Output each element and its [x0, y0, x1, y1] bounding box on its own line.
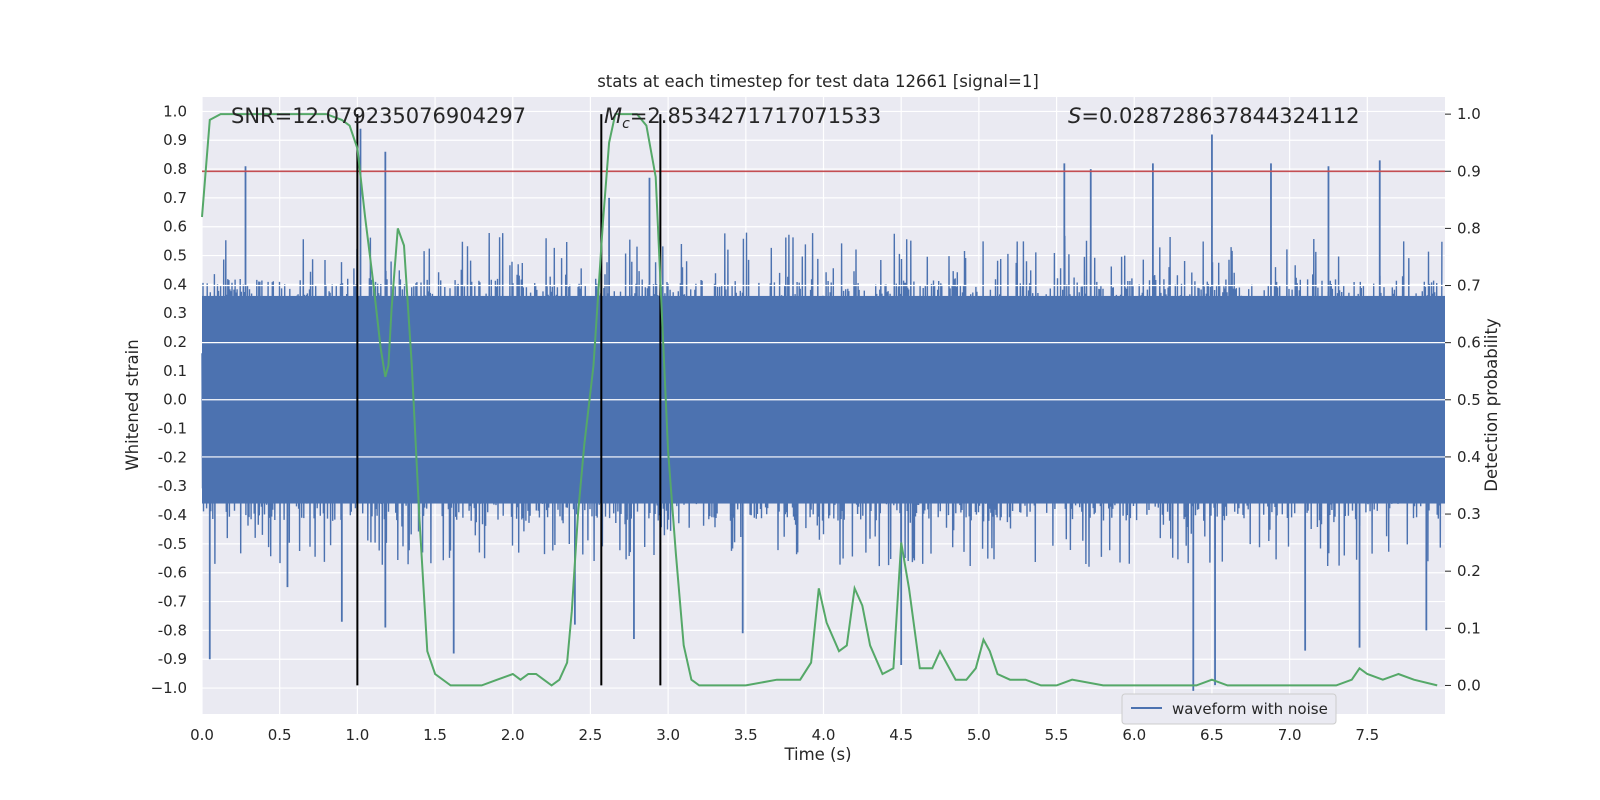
x-tick-label: 3.5 — [734, 726, 758, 744]
left-y-tick-label: -0.2 — [158, 448, 187, 466]
probability-series — [201, 113, 1438, 687]
legend-label: waveform with noise — [1172, 700, 1328, 718]
x-axis-label: Time (s) — [783, 745, 851, 764]
chirp-mass-symbol: M — [604, 104, 622, 128]
x-tick-label: 5.0 — [967, 726, 991, 744]
left-y-tick-label: -0.7 — [158, 593, 187, 611]
x-tick-label: 7.5 — [1355, 726, 1379, 744]
chirp-mass-value: =2.8534271717071533 — [630, 104, 881, 128]
x-tick-label: 2.0 — [501, 726, 525, 744]
x-tick-label: 6.0 — [1122, 726, 1146, 744]
left-y-tick-label: -0.8 — [158, 621, 187, 639]
x-tick-label: 4.5 — [889, 726, 913, 744]
right-y-tick-label: 0.5 — [1457, 391, 1481, 409]
right-y-tick-label: 0.1 — [1457, 619, 1481, 637]
left-y-tick-label: 0.0 — [163, 391, 187, 409]
right-y-axis-ticks: 1.0 0.9 0.8 0.7 0.6 0.5 0.4 0.3 0.2 0.1 0.0 — [1445, 105, 1481, 694]
x-axis-ticks: 0.0 0.5 1.0 1.5 2.0 2.5 3.0 3.5 4.0 4.5 5.0 5.5 6.0 6… — [190, 726, 1379, 744]
chirp-mass-subscript: c — [622, 116, 630, 132]
x-tick-label: 7.0 — [1278, 726, 1302, 744]
x-tick-label: 2.5 — [579, 726, 603, 744]
right-y-tick-label: 0.6 — [1457, 334, 1481, 352]
right-y-tick-label: 0.4 — [1457, 448, 1481, 466]
left-y-axis-ticks: 1.0 0.9 0.8 0.7 0.6 0.5 0.4 0.3 0.2 0.1 0.0 -0.1 -0.… — [151, 102, 187, 697]
left-y-tick-label: 0.6 — [163, 218, 187, 236]
left-y-tick-label: −1.0 — [151, 679, 187, 697]
probability-line — [201, 113, 1438, 687]
x-tick-label: 1.0 — [345, 726, 369, 744]
left-y-axis-label: Whitened strain — [123, 339, 142, 470]
x-tick-label: 4.0 — [812, 726, 836, 744]
left-y-tick-label: 1.0 — [163, 102, 187, 120]
right-y-tick-label: 1.0 — [1457, 105, 1481, 123]
left-y-tick-label: -0.3 — [158, 477, 187, 495]
left-y-tick-label: -0.1 — [158, 420, 187, 438]
left-y-tick-label: -0.6 — [158, 564, 187, 582]
left-y-tick-label: 0.2 — [163, 333, 187, 351]
left-y-tick-label: 0.4 — [163, 275, 187, 293]
left-y-tick-label: 0.5 — [163, 247, 187, 265]
right-y-tick-label: 0.8 — [1457, 219, 1481, 237]
left-y-tick-label: -0.9 — [158, 650, 187, 668]
right-y-tick-label: 0.9 — [1457, 162, 1481, 180]
x-tick-label: 0.0 — [190, 726, 214, 744]
left-y-tick-label: -0.4 — [158, 506, 187, 524]
vertical-markers — [356, 114, 662, 686]
right-y-tick-label: 0.7 — [1457, 277, 1481, 295]
right-y-axis-label: Detection probability — [1482, 318, 1501, 492]
left-y-tick-label: 0.9 — [163, 131, 187, 149]
x-tick-label: 5.5 — [1045, 726, 1069, 744]
left-y-tick-label: -0.5 — [158, 535, 187, 553]
s-annotation: S=0.028728637844324112 — [1068, 104, 1359, 128]
x-tick-label: 6.5 — [1200, 726, 1224, 744]
legend-box — [1121, 693, 1337, 725]
s-value: =0.028728637844324112 — [1081, 104, 1359, 128]
left-y-tick-label: 0.1 — [163, 362, 187, 380]
chart-title: stats at each timestep for test data 126… — [597, 72, 1039, 91]
x-tick-label: 1.5 — [423, 726, 447, 744]
x-tick-label: 3.0 — [656, 726, 680, 744]
waveform-band-lines — [202, 284, 1445, 458]
left-y-tick-label: 0.7 — [163, 189, 187, 207]
snr-annotation: SNR=12.079235076904297 — [231, 104, 526, 128]
right-y-tick-label: 0.2 — [1457, 562, 1481, 580]
chirp-mass-annotation: Mc=2.8534271717071533 — [604, 104, 881, 132]
legend: waveform with noise — [1121, 693, 1337, 725]
right-y-tick-label: 0.0 — [1457, 676, 1481, 694]
left-y-tick-label: 0.8 — [163, 160, 187, 178]
s-symbol: S — [1068, 104, 1081, 128]
x-tick-label: 0.5 — [268, 726, 292, 744]
left-y-tick-label: 0.3 — [163, 304, 187, 322]
right-y-tick-label: 0.3 — [1457, 505, 1481, 523]
